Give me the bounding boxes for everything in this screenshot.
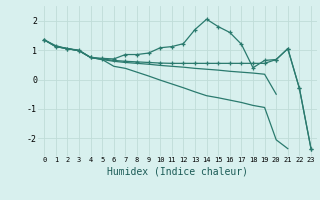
- X-axis label: Humidex (Indice chaleur): Humidex (Indice chaleur): [107, 166, 248, 176]
